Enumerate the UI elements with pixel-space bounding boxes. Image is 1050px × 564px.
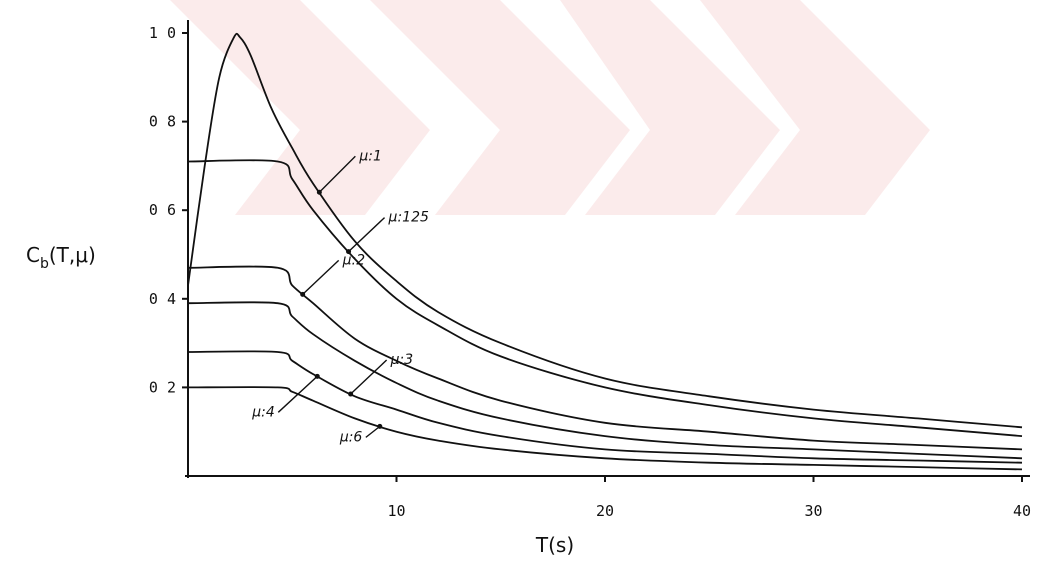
y-tick-label: 0 4 (149, 290, 176, 308)
series-line-5 (187, 386, 1023, 471)
annotation-arrow (348, 217, 386, 253)
series-line-4 (187, 350, 1023, 464)
y-axis-label: Cb(T,μ) (26, 243, 96, 272)
x-tick-label: 40 (1013, 502, 1031, 520)
annotation-arrow (302, 259, 340, 295)
annotation-arrow (350, 359, 388, 395)
y-tick-label: 0 8 (149, 113, 176, 131)
x-tick-label: 10 (387, 502, 405, 520)
x-tick-label: 20 (596, 502, 614, 520)
annotation-arrow (365, 425, 381, 438)
series-annotations: μ:1 μ:125 μ:2 μ:3 μ:4 μ:6 (251, 148, 429, 445)
series-label: μ:1 (358, 148, 382, 164)
y-tick-label: 0 6 (149, 201, 176, 219)
x-tick-label: 30 (804, 502, 822, 520)
annotation-arrowhead (348, 391, 354, 397)
series-label: μ:4 (251, 404, 275, 420)
y-axis-label-sub: b (40, 256, 49, 272)
annotation-arrowhead (316, 189, 322, 195)
series-label: μ:125 (388, 210, 429, 226)
y-tick-label: 0 2 (149, 378, 176, 396)
annotation-arrowhead (377, 423, 383, 429)
series-line-1 (187, 159, 1023, 437)
x-axis-label: T(s) (535, 533, 574, 557)
series-line-2 (187, 265, 1023, 451)
series-line-3 (187, 301, 1023, 460)
series-label: μ:3 (390, 352, 414, 368)
series-line-0 (187, 32, 1023, 429)
series-lines (187, 32, 1023, 471)
x-axis-ticks: 10 20 30 40 (387, 476, 1031, 520)
series-label: μ:2 (342, 252, 366, 268)
y-tick-label: 1 0 (149, 24, 176, 42)
series-label: μ:6 (339, 429, 363, 445)
annotation-arrow (318, 155, 356, 193)
annotation-arrowhead (346, 249, 352, 255)
annotation-arrow (277, 375, 318, 413)
annotation-arrowhead (314, 373, 320, 379)
y-axis-label-args: (T,μ) (49, 243, 96, 267)
y-axis-ticks: 0 2 0 4 0 6 0 8 1 0 (149, 24, 188, 396)
annotation-arrowhead (300, 291, 306, 297)
y-axis-label-main: C (26, 243, 40, 267)
